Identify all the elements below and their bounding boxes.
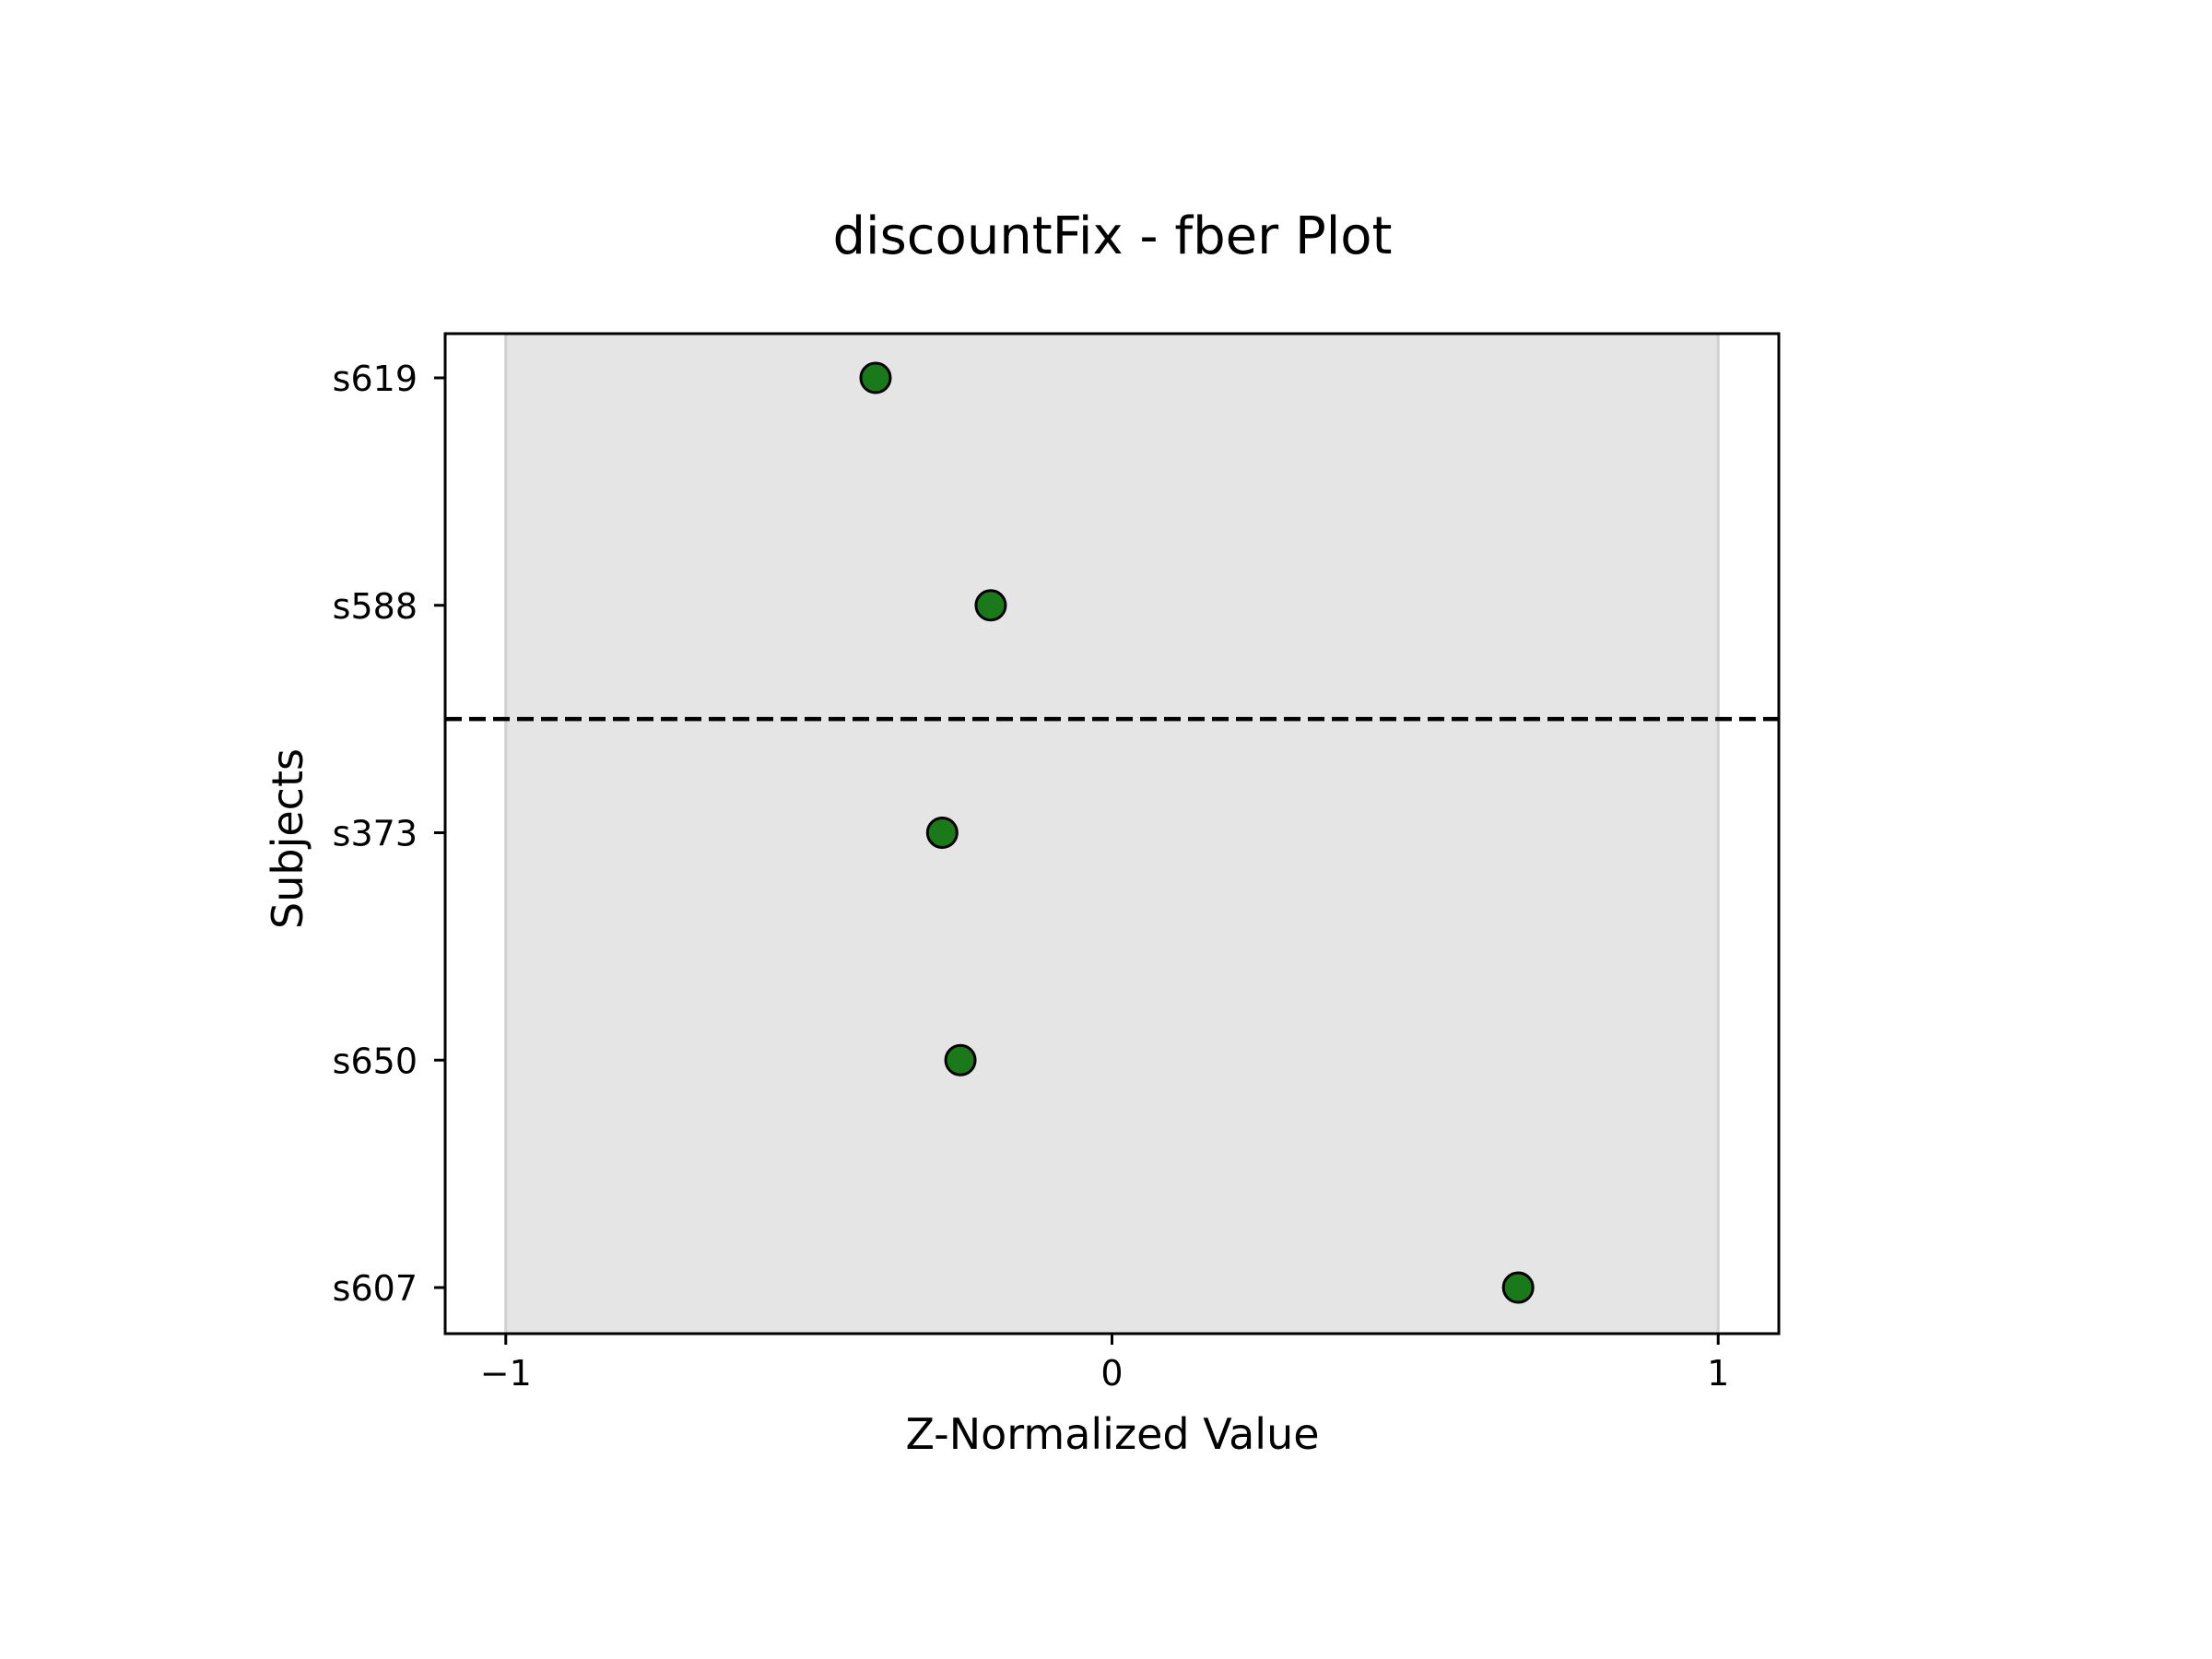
data-point	[925, 817, 959, 849]
data-point	[944, 1043, 977, 1077]
y-tick-label: s619	[333, 359, 418, 399]
x-tick-label: 0	[1100, 1353, 1123, 1394]
data-point	[859, 361, 892, 394]
data-point	[1501, 1271, 1535, 1304]
shaded-band	[505, 334, 1719, 1334]
y-tick-label: s588	[333, 586, 418, 627]
data-point	[974, 589, 1007, 622]
x-axis-label: Z-Normalized Value	[905, 1409, 1319, 1459]
y-tick-label: s607	[333, 1268, 418, 1309]
x-tick-label: −1	[480, 1353, 532, 1394]
plot-area: −1 0 1 s619 s588 s373 s650 s607	[333, 332, 1781, 1394]
y-axis-label: Subjects	[263, 748, 312, 929]
y-tick-label: s650	[333, 1041, 418, 1081]
chart-title: discountFix - fber Plot	[832, 206, 1392, 266]
y-tick-label: s373	[333, 814, 418, 854]
x-tick-label: 1	[1707, 1353, 1729, 1394]
